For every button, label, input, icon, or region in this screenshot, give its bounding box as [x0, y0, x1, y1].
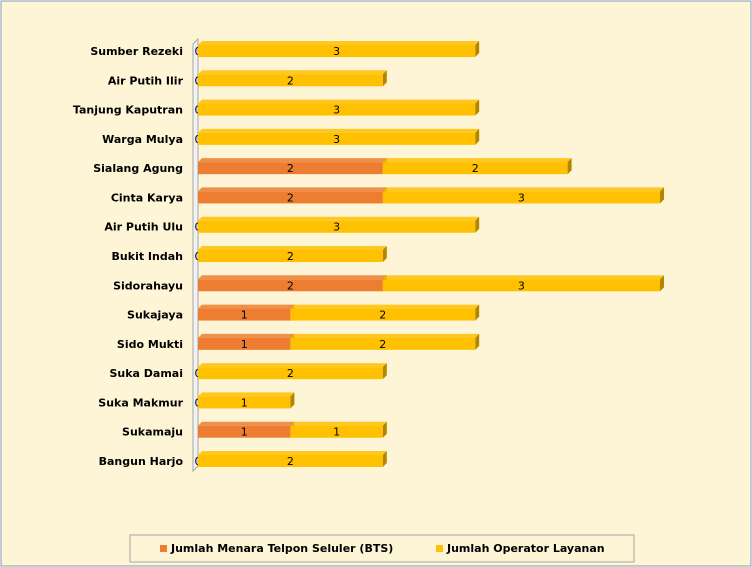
bar-top — [198, 70, 387, 75]
data-label: 3 — [518, 279, 525, 292]
bar-top — [290, 333, 480, 338]
y-tick-label: Sido Mukti — [117, 338, 183, 351]
data-label: 2 — [287, 455, 294, 468]
y-tick-label: Tanjung Kaputran — [73, 104, 183, 117]
bar-side — [290, 392, 295, 409]
data-label: 3 — [333, 104, 340, 117]
bar — [382, 279, 660, 292]
bar-side — [475, 304, 480, 321]
bar — [290, 337, 476, 350]
legend-box — [129, 534, 635, 563]
bar — [290, 308, 476, 321]
bar — [198, 191, 383, 204]
bar-side — [567, 158, 572, 175]
bar-top — [198, 304, 295, 309]
bar — [198, 250, 383, 262]
bar-side — [660, 187, 664, 204]
bar-top — [198, 128, 480, 133]
bar — [198, 308, 291, 321]
bar — [198, 455, 383, 467]
legend-swatch — [160, 545, 167, 552]
data-label: 2 — [287, 74, 294, 87]
bar-side — [382, 70, 387, 87]
data-label: 2 — [379, 309, 386, 322]
bar-side — [475, 41, 480, 57]
y-tick-label: Air Putih Ilir — [108, 74, 184, 87]
bar-top — [290, 304, 480, 309]
bar-side — [475, 216, 480, 233]
data-label: 1 — [241, 309, 248, 322]
bar-top — [198, 216, 480, 221]
bar-side — [382, 451, 387, 467]
bar-top — [198, 99, 480, 104]
bar-side — [382, 246, 387, 262]
bar-top — [290, 421, 387, 426]
bar — [198, 337, 291, 350]
data-label: 3 — [333, 45, 340, 58]
bar-side — [382, 421, 387, 438]
bar — [198, 162, 383, 175]
bar — [198, 103, 476, 116]
bar — [198, 279, 383, 292]
data-label: 2 — [287, 367, 294, 380]
bar — [198, 396, 291, 409]
y-tick-label: Sidorahayu — [113, 279, 183, 292]
bar — [198, 425, 291, 438]
data-label: 3 — [333, 133, 340, 146]
data-label: 2 — [287, 279, 294, 292]
bar — [198, 367, 383, 380]
bar-top — [198, 451, 387, 455]
bar-top — [198, 363, 387, 368]
bar — [382, 191, 660, 204]
bar-top — [198, 275, 387, 280]
bar-top — [198, 421, 295, 426]
data-label: 3 — [333, 221, 340, 234]
y-tick-label: Suka Damai — [109, 367, 183, 380]
bar-top — [198, 158, 387, 163]
bar-side — [475, 99, 480, 116]
y-tick-label: Sialang Agung — [93, 162, 183, 175]
data-label: 1 — [241, 338, 248, 351]
y-tick-label: Air Putih Ulu — [104, 221, 183, 234]
y-tick-label: Sukamaju — [122, 426, 183, 439]
data-label: 2 — [379, 338, 386, 351]
y-tick-label: Bangun Harjo — [99, 455, 184, 468]
bar-side — [475, 333, 480, 350]
bar-side — [382, 363, 387, 380]
bar — [198, 74, 383, 87]
bar-side — [475, 128, 480, 145]
data-label: 1 — [333, 426, 340, 439]
y-tick-label: Sukajaya — [127, 309, 183, 322]
bar — [198, 220, 476, 233]
data-label: 2 — [287, 191, 294, 204]
bar-top — [198, 187, 387, 192]
bar-side — [660, 275, 664, 292]
y-tick-label: Suka Makmur — [98, 396, 183, 409]
bar-top — [198, 333, 295, 338]
data-label: 1 — [241, 426, 248, 439]
data-label: 2 — [287, 162, 294, 175]
bar — [382, 162, 568, 175]
legend-swatch — [436, 545, 443, 552]
bar-top — [198, 41, 480, 45]
bar-top — [198, 392, 295, 397]
y-tick-label: Bukit Indah — [112, 250, 183, 263]
bar-top — [382, 158, 572, 163]
bar-top — [198, 246, 387, 250]
data-label: 2 — [472, 162, 479, 175]
bar — [290, 425, 383, 438]
legend-label: Jumlah Operator Layanan — [446, 542, 605, 555]
bar — [198, 132, 476, 145]
bar-top — [382, 187, 664, 192]
bar-top — [382, 275, 664, 280]
y-tick-label: Sumber Rezeki — [90, 45, 183, 58]
data-label: 1 — [241, 396, 248, 409]
y-tick-label: Cinta Karya — [111, 191, 183, 204]
y-tick-label: Warga Mulya — [102, 133, 183, 146]
data-label: 3 — [518, 191, 525, 204]
bar — [198, 45, 476, 57]
legend-label: Jumlah Menara Telpon Seluler (BTS) — [170, 542, 393, 555]
data-label: 2 — [287, 250, 294, 263]
